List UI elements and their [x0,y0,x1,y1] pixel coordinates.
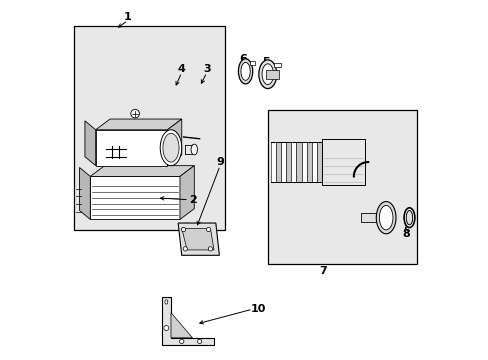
Text: 5: 5 [262,57,269,67]
Bar [74,26,224,230]
Circle shape [208,247,212,251]
Polygon shape [96,119,182,130]
Bar [286,142,291,182]
Polygon shape [171,313,192,338]
Bar [301,142,306,182]
Ellipse shape [238,59,252,84]
Bar [291,142,296,182]
Bar [296,142,301,182]
Bar [276,142,281,182]
Text: 3: 3 [203,64,210,74]
Ellipse shape [403,208,414,228]
Text: 1: 1 [124,12,132,22]
Text: 2: 2 [188,195,196,205]
Ellipse shape [163,134,179,162]
Polygon shape [180,166,194,220]
Bar [316,142,321,182]
Ellipse shape [160,130,182,166]
Ellipse shape [258,60,276,89]
Ellipse shape [191,144,197,155]
Bar [306,142,311,182]
Bar [274,63,280,67]
Text: 4: 4 [178,64,185,74]
Polygon shape [178,223,219,255]
Polygon shape [96,130,167,166]
Circle shape [206,227,210,231]
Ellipse shape [262,64,273,85]
Polygon shape [90,166,194,176]
Text: 10: 10 [250,304,265,314]
Circle shape [183,247,187,251]
Ellipse shape [406,211,412,225]
Text: 9: 9 [216,157,224,167]
Bar [271,142,276,182]
Text: 8: 8 [401,229,409,239]
Polygon shape [85,121,96,166]
Bar [267,110,416,264]
Polygon shape [80,167,90,220]
Bar [311,142,316,182]
Circle shape [181,227,185,231]
Polygon shape [167,119,182,166]
Ellipse shape [241,62,250,80]
Text: 7: 7 [319,266,326,276]
Circle shape [179,339,183,343]
Circle shape [163,325,168,330]
Circle shape [131,109,139,118]
Text: 6: 6 [239,54,246,64]
Bar [360,213,389,222]
Bar [265,70,278,78]
Circle shape [197,339,202,343]
Ellipse shape [376,202,395,234]
Polygon shape [182,228,214,250]
Bar [281,142,286,182]
Bar [321,139,364,185]
Polygon shape [162,297,214,345]
Polygon shape [90,176,180,220]
Ellipse shape [164,300,167,304]
Ellipse shape [379,206,392,230]
Bar [249,61,254,65]
